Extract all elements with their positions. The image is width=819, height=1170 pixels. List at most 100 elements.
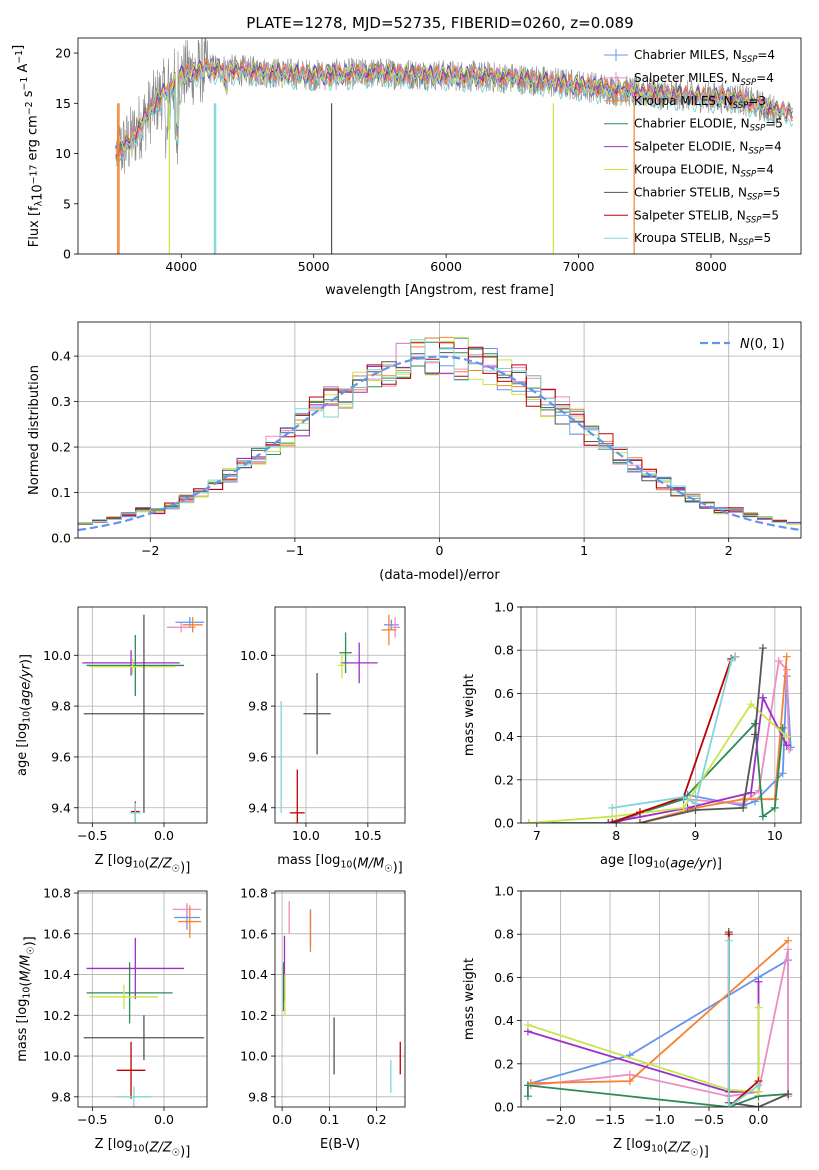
- mw_age-ytick-label: 0.0: [494, 816, 514, 831]
- age_Z-plot: [82, 614, 205, 823]
- residuals-ytick-label: 0.4: [51, 349, 71, 364]
- mw_age-marker: [691, 799, 700, 808]
- age_Z-xtick-label: −0.5: [77, 828, 107, 843]
- spectrum-model-line: [115, 59, 793, 158]
- mw_Z-xtick-label: 0.0: [749, 1112, 769, 1127]
- mw_Z-marker: [784, 936, 793, 945]
- mass_ebv-xtick-label: 0.2: [367, 1112, 387, 1127]
- residual-histogram-series: [78, 352, 801, 525]
- mw_Z-axes: −2.0 −1.5 −1.0 −0.5 0.0 0.0 0.2 0.4 0.6 0.8 1.0 mas…: [462, 884, 802, 1159]
- age-z-xlabel: Z [log10(Z/Z☉)]: [95, 853, 191, 875]
- mw-age-xlabel: age [log10(age/yr)]: [600, 853, 722, 872]
- mass-z-ylabel: mass [log10(M/M☉)]: [15, 936, 37, 1062]
- mass_Z-ytick-label: 9.8: [51, 1089, 71, 1104]
- mw_Z-marker: [784, 1090, 793, 1099]
- spectrum-model-line: [115, 57, 794, 163]
- mass_Z-plot: [83, 903, 205, 1107]
- spectrum-plot: [115, 38, 794, 254]
- mw_age-marker: [782, 732, 791, 741]
- mw_age-marker: [727, 657, 736, 665]
- mw_age-ytick-label: 0.2: [494, 772, 514, 787]
- residual-histogram-series: [78, 339, 801, 525]
- mw_age-marker: [747, 700, 756, 709]
- mass_ebv-xtick-label: 0.1: [319, 1112, 339, 1127]
- age_mass-ytick-label: 9.8: [248, 699, 268, 714]
- spectrum-xlabel: wavelength [Angstrom, rest frame]: [325, 283, 554, 298]
- legend-entry: Chabrier STELIB, NSSP=5: [634, 185, 780, 202]
- mw_Z-ytick-label: 1.0: [494, 884, 514, 899]
- residuals-frame: [77, 321, 802, 539]
- legend-entry: Salpeter ELODIE, NSSP=4: [634, 140, 782, 157]
- age_mass-frame: [274, 606, 406, 824]
- residuals-plot: [78, 336, 801, 532]
- residuals-ytick-label: 0.2: [51, 440, 71, 455]
- age_mass-axes: 10.0 10.5 9.4 9.6 9.8 10.0 mass [log10(M/M☉)]: [240, 606, 406, 875]
- mw_Z-plot: [523, 928, 793, 1107]
- mw_age-plot: [524, 644, 795, 823]
- figure-title: PLATE=1278, MJD=52735, FIBERID=0260, z=0…: [246, 14, 633, 32]
- mw_age-marker: [739, 795, 748, 804]
- spectrum-ytick-label: 5: [63, 196, 71, 211]
- mass_ebv-plot: [282, 901, 401, 1093]
- mw_age-ytick-label: 0.8: [494, 643, 514, 658]
- mw_age-marker: [758, 812, 767, 821]
- age-mass-xlabel: mass [log10(M/M☉)]: [277, 853, 403, 875]
- age_Z-ytick-label: 9.6: [51, 749, 71, 764]
- mw_age-marker: [758, 693, 767, 702]
- mw_Z-frame: [520, 890, 802, 1108]
- mw_age-frame: [520, 606, 802, 824]
- mw_Z-ylabel: mass weight: [462, 958, 477, 1040]
- mw_Z-ytick-label: 0.2: [494, 1056, 514, 1071]
- legend-entry: Kroupa MILES, NSSP=3: [634, 94, 766, 111]
- mw_age-marker: [774, 657, 783, 665]
- age_Z-ytick-label: 10.0: [43, 648, 71, 663]
- mw_age-marker: [785, 745, 794, 754]
- mw_age-marker: [782, 652, 791, 661]
- mass-z-xlabel: Z [log10(Z/Z☉)]: [95, 1137, 191, 1159]
- mw_Z-xtick-label: −1.5: [595, 1112, 625, 1127]
- age_Z-axes: −0.5 0.0 9.4 9.6 9.8 10.0 Z [log10(Z/Z☉)] age […: [15, 606, 208, 875]
- residuals-xtick-label: 1: [580, 543, 588, 558]
- mass_Z-ytick-label: 10.4: [43, 967, 71, 982]
- mw_age-marker: [679, 793, 688, 802]
- spectrum-axes: 4000 5000 6000 7000 8000 0 5 10 15 20 wavelength […: [11, 37, 802, 298]
- mass-ebv-xlabel: E(B-V): [320, 1137, 360, 1152]
- mw_Z-marker: [754, 977, 763, 986]
- mw_age-marker: [782, 741, 791, 750]
- age_Z-frame: [77, 606, 208, 824]
- mw_Z-ytick-label: 0.6: [494, 970, 514, 985]
- spectrum-ytick-label: 0: [63, 247, 71, 262]
- legend-entry: Salpeter STELIB, NSSP=5: [634, 208, 779, 225]
- residuals-ytick-label: 0.1: [51, 485, 71, 500]
- mass_ebv-ytick-label: 10.2: [240, 1008, 268, 1023]
- mw_age-ylabel: mass weight: [462, 674, 477, 756]
- age_mass-plot: [278, 614, 401, 823]
- mw_age-marker: [778, 769, 787, 778]
- mw_Z-xtick-label: −0.5: [694, 1112, 724, 1127]
- age_mass-ytick-label: 9.4: [248, 800, 268, 815]
- residuals-xtick-label: −2: [141, 543, 159, 558]
- residuals-xtick-label: 2: [725, 543, 733, 558]
- mw_Z-ytick-label: 0.8: [494, 927, 514, 942]
- mass_ebv-ytick-label: 10.6: [240, 926, 268, 941]
- mass_Z-xtick-label: 0.0: [154, 1112, 174, 1127]
- mass_Z-ytick-label: 10.2: [43, 1008, 71, 1023]
- mw_age-ytick-label: 0.4: [494, 729, 514, 744]
- mw_age-ytick-label: 1.0: [494, 600, 514, 615]
- residual-ylabel: Normed distribution: [27, 365, 42, 495]
- mw_age-marker: [608, 819, 617, 823]
- spectrum-xtick-label: 4000: [165, 259, 197, 274]
- mass_Z-axes: −0.5 0.0 9.8 10.0 10.2 10.4 10.6 10.8 Z [log10(Z…: [15, 886, 208, 1159]
- legend-entry: Salpeter MILES, NSSP=4: [634, 71, 774, 88]
- mw_Z-marker: [724, 936, 733, 945]
- mw_Z-xtick-label: −1.0: [644, 1112, 674, 1127]
- age_mass-xtick-label: 10.5: [354, 828, 382, 843]
- mw_Z-marker: [754, 1103, 763, 1107]
- mass_Z-ytick-label: 10.0: [43, 1049, 71, 1064]
- mw_age-marker: [731, 652, 740, 661]
- legend-normal-label: N(0, 1): [740, 337, 785, 352]
- mass_ebv-xtick-label: 0.0: [272, 1112, 292, 1127]
- residuals-ytick-label: 0.0: [51, 531, 71, 546]
